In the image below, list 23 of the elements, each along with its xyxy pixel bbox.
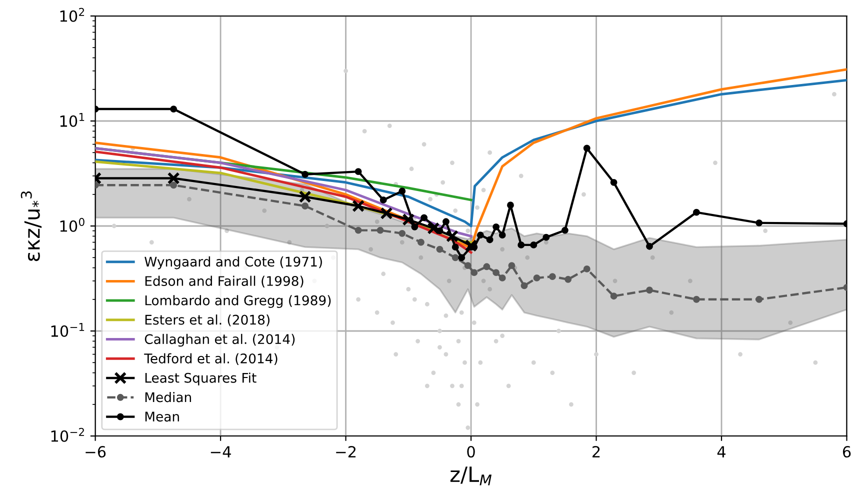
x-tick-label: 0 bbox=[467, 446, 475, 458]
legend-label: Mean bbox=[145, 412, 179, 422]
y-tick-label: 10$^{1}$ bbox=[60, 113, 84, 127]
y-tick-label: 10$^{0}$ bbox=[60, 218, 84, 232]
x-tick-label: −6 bbox=[86, 446, 106, 458]
legend-label: Least Squares Fit bbox=[145, 372, 256, 386]
y-tick-label: 10$^{2}$ bbox=[60, 8, 84, 22]
y-tick-label: 10$^{−2}$ bbox=[51, 428, 84, 442]
legend-label: Edson and Fairall (1998) bbox=[145, 276, 304, 288]
legend-label: Median bbox=[145, 392, 191, 402]
x-axis-title: z/L$_{M}$ bbox=[450, 466, 492, 486]
x-tick-label: 6 bbox=[842, 446, 851, 458]
legend-label: Esters et al. (2018) bbox=[145, 314, 270, 326]
legend-label: Callaghan et al. (2014) bbox=[144, 334, 295, 347]
legend-label: Tedford et al. (2014) bbox=[144, 353, 278, 366]
x-tick-label: −4 bbox=[210, 446, 231, 458]
x-tick-label: 2 bbox=[592, 446, 600, 458]
legend-label: Wyngaard and Cote (1971) bbox=[144, 256, 322, 270]
legend-label: Lombardo and Gregg (1989) bbox=[145, 295, 331, 308]
y-tick-label: 10$^{−1}$ bbox=[51, 323, 84, 337]
x-tick-label: −2 bbox=[336, 446, 356, 458]
y-axis-title: εκz/u$_{*}$$^{3}$ bbox=[20, 191, 42, 262]
x-tick-label: 4 bbox=[717, 446, 726, 458]
